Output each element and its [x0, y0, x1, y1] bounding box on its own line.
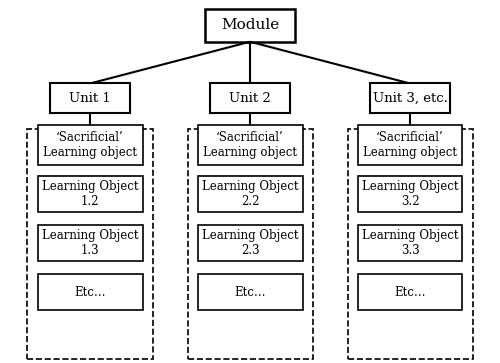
FancyBboxPatch shape	[38, 225, 142, 261]
FancyBboxPatch shape	[198, 125, 302, 165]
Text: Learning Object
2.2: Learning Object 2.2	[202, 180, 298, 208]
FancyBboxPatch shape	[358, 176, 463, 212]
FancyBboxPatch shape	[358, 225, 463, 261]
Text: Learning Object
3.3: Learning Object 3.3	[362, 229, 458, 257]
FancyBboxPatch shape	[205, 9, 295, 42]
Text: ‘Sacrificial’
Learning object: ‘Sacrificial’ Learning object	[363, 131, 457, 159]
Text: ‘Sacrificial’
Learning object: ‘Sacrificial’ Learning object	[203, 131, 297, 159]
FancyBboxPatch shape	[358, 125, 463, 165]
FancyBboxPatch shape	[198, 274, 302, 310]
Text: Etc…: Etc…	[394, 286, 426, 299]
FancyBboxPatch shape	[348, 129, 472, 359]
FancyBboxPatch shape	[50, 83, 130, 113]
Text: Learning Object
1.3: Learning Object 1.3	[42, 229, 138, 257]
Text: Learning Object
1.2: Learning Object 1.2	[42, 180, 138, 208]
FancyBboxPatch shape	[38, 125, 142, 165]
FancyBboxPatch shape	[38, 274, 142, 310]
Text: Learning Object
3.2: Learning Object 3.2	[362, 180, 458, 208]
FancyBboxPatch shape	[38, 176, 142, 212]
Text: Unit 1: Unit 1	[69, 91, 111, 105]
Text: Module: Module	[221, 19, 279, 32]
FancyBboxPatch shape	[370, 83, 450, 113]
FancyBboxPatch shape	[188, 129, 312, 359]
Text: Etc…: Etc…	[74, 286, 106, 299]
Text: Unit 3, etc.: Unit 3, etc.	[372, 91, 448, 105]
Text: ‘Sacrificial’
Learning object: ‘Sacrificial’ Learning object	[43, 131, 137, 159]
Text: Etc…: Etc…	[234, 286, 266, 299]
FancyBboxPatch shape	[28, 129, 152, 359]
FancyBboxPatch shape	[210, 83, 290, 113]
FancyBboxPatch shape	[198, 225, 302, 261]
Text: Learning Object
2.3: Learning Object 2.3	[202, 229, 298, 257]
FancyBboxPatch shape	[358, 274, 463, 310]
Text: Unit 2: Unit 2	[229, 91, 271, 105]
FancyBboxPatch shape	[198, 176, 302, 212]
